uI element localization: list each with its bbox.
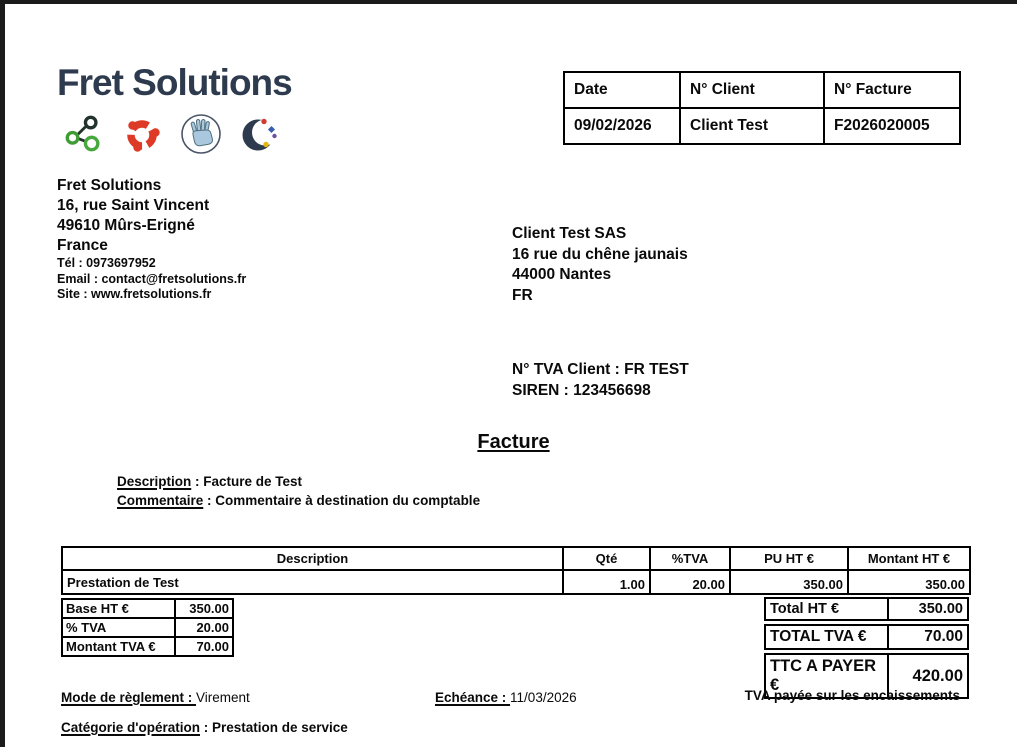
comment-label: Commentaire xyxy=(117,492,204,508)
info-header-client: N° Client xyxy=(679,71,825,109)
vat-base-value: 350.00 xyxy=(174,598,234,619)
operation-category-value: : Prestation de service xyxy=(199,720,348,735)
company-name: Fret Solutions xyxy=(57,177,162,194)
total-tva-row: TOTAL TVA € 70.00 xyxy=(764,624,969,650)
client-vat-number: N° TVA Client : FR TEST xyxy=(512,361,689,378)
vat-summary-table: Base HT € 350.00 % TVA 20.00 Montant TVA… xyxy=(61,598,234,657)
vat-base-label: Base HT € xyxy=(61,598,176,619)
vat-rate-label: % TVA xyxy=(61,617,176,638)
description-value: : Facture de Test xyxy=(191,474,303,489)
invoice-description-line: Description : Facture de Test xyxy=(117,473,480,492)
vat-payment-note: TVA payée sur les encaissements xyxy=(744,688,960,703)
company-country: France xyxy=(57,237,108,254)
items-header-unit-price: PU HT € xyxy=(729,546,849,571)
info-header-facture: N° Facture xyxy=(823,71,961,109)
table-row: Montant TVA € 70.00 xyxy=(61,636,234,657)
ubuntu-icon xyxy=(120,112,164,156)
document-title: Facture xyxy=(477,431,550,453)
vat-rate-value: 20.00 xyxy=(174,617,234,638)
client-siren: SIREN : 123456698 xyxy=(512,381,651,399)
logo-icon-row xyxy=(63,112,282,156)
info-header-date: Date xyxy=(563,71,681,109)
client-tax-block: N° TVA Client : FR TEST SIREN : 12345669… xyxy=(512,360,689,401)
item-qty: 1.00 xyxy=(562,569,651,595)
total-ht-value: 350.00 xyxy=(918,601,963,617)
total-tva-value: 70.00 xyxy=(924,628,963,645)
client-address-block: Client Test SAS 16 rue du chêne jaunais … xyxy=(512,224,688,306)
payment-method-value: Virement xyxy=(196,690,250,705)
total-ht-label: Total HT € xyxy=(766,599,889,619)
total-ttc-label: TTC A PAYER € xyxy=(766,655,889,697)
payment-method-line: Mode de règlement : Virement xyxy=(61,690,250,705)
total-tva-label: TOTAL TVA € xyxy=(766,626,889,648)
molecule-icon xyxy=(63,112,105,156)
total-ttc-value: 420.00 xyxy=(912,666,963,685)
client-city: 44000 Nantes xyxy=(512,266,612,283)
table-row: Prestation de Test 1.00 20.00 350.00 350… xyxy=(61,569,971,595)
total-ttc-row: TTC A PAYER € 420.00 xyxy=(764,653,969,699)
crescent-moon-icon xyxy=(238,112,282,156)
item-unit-price: 350.00 xyxy=(729,569,849,595)
items-header-qty: Qté xyxy=(562,546,651,571)
invoice-info-table: Date N° Client N° Facture 09/02/2026 Cli… xyxy=(563,71,961,145)
operation-category-label: Catégorie d'opération xyxy=(61,720,200,735)
info-header-row: Date N° Client N° Facture xyxy=(563,71,961,109)
operation-category-line: Catégorie d'opération : Prestation de se… xyxy=(61,720,348,735)
info-value-date: 09/02/2026 xyxy=(563,107,681,145)
client-street: 16 rue du chêne jaunais xyxy=(512,245,688,263)
item-vat: 20.00 xyxy=(649,569,731,595)
due-date-line: Echéance : 11/03/2026 xyxy=(435,690,577,705)
items-header-amount: Montant HT € xyxy=(847,546,971,571)
info-value-client: Client Test xyxy=(679,107,825,145)
company-phone: Tél : 0973697952 xyxy=(57,256,156,270)
due-date-label: Echéance : xyxy=(435,690,511,705)
item-amount: 350.00 xyxy=(847,569,971,595)
item-description: Prestation de Test xyxy=(61,569,564,595)
items-header-row: Description Qté %TVA PU HT € Montant HT … xyxy=(61,546,971,571)
items-header-vat: %TVA xyxy=(649,546,731,571)
company-city: 49610 Mûrs-Erigné xyxy=(57,217,195,234)
table-row: Base HT € 350.00 xyxy=(61,598,234,619)
payment-method-label: Mode de règlement : xyxy=(61,690,197,705)
description-label: Description xyxy=(117,474,192,489)
items-table: Description Qté %TVA PU HT € Montant HT … xyxy=(61,546,971,595)
company-website: Site : www.fretsolutions.fr xyxy=(57,287,212,301)
totals-block: Total HT € 350.00 TOTAL TVA € 70.00 TTC … xyxy=(764,597,969,702)
info-value-facture: F2026020005 xyxy=(823,107,961,145)
client-name: Client Test SAS xyxy=(512,225,627,242)
due-date-value: 11/03/2026 xyxy=(510,690,577,705)
items-header-description: Description xyxy=(61,546,564,571)
info-value-row: 09/02/2026 Client Test F2026020005 xyxy=(563,107,961,145)
company-email: Email : contact@fretsolutions.fr xyxy=(57,271,247,286)
company-street: 16, rue Saint Vincent xyxy=(57,197,210,214)
logo-text: Fret Solutions xyxy=(57,62,293,103)
client-country: FR xyxy=(512,286,533,304)
vat-amount-label: Montant TVA € xyxy=(61,636,176,657)
comment-value: : Commentaire à destination du comptable xyxy=(203,492,481,508)
vat-amount-value: 70.00 xyxy=(174,636,234,657)
invoice-meta: Description : Facture de Test Commentair… xyxy=(117,473,480,510)
table-row: % TVA 20.00 xyxy=(61,617,234,638)
total-ht-row: Total HT € 350.00 xyxy=(764,597,969,621)
invoice-comment-line: Commentaire : Commentaire à destination … xyxy=(117,492,480,511)
hand-icon xyxy=(179,112,223,156)
company-address-block: Fret Solutions 16, rue Saint Vincent 496… xyxy=(57,176,246,303)
